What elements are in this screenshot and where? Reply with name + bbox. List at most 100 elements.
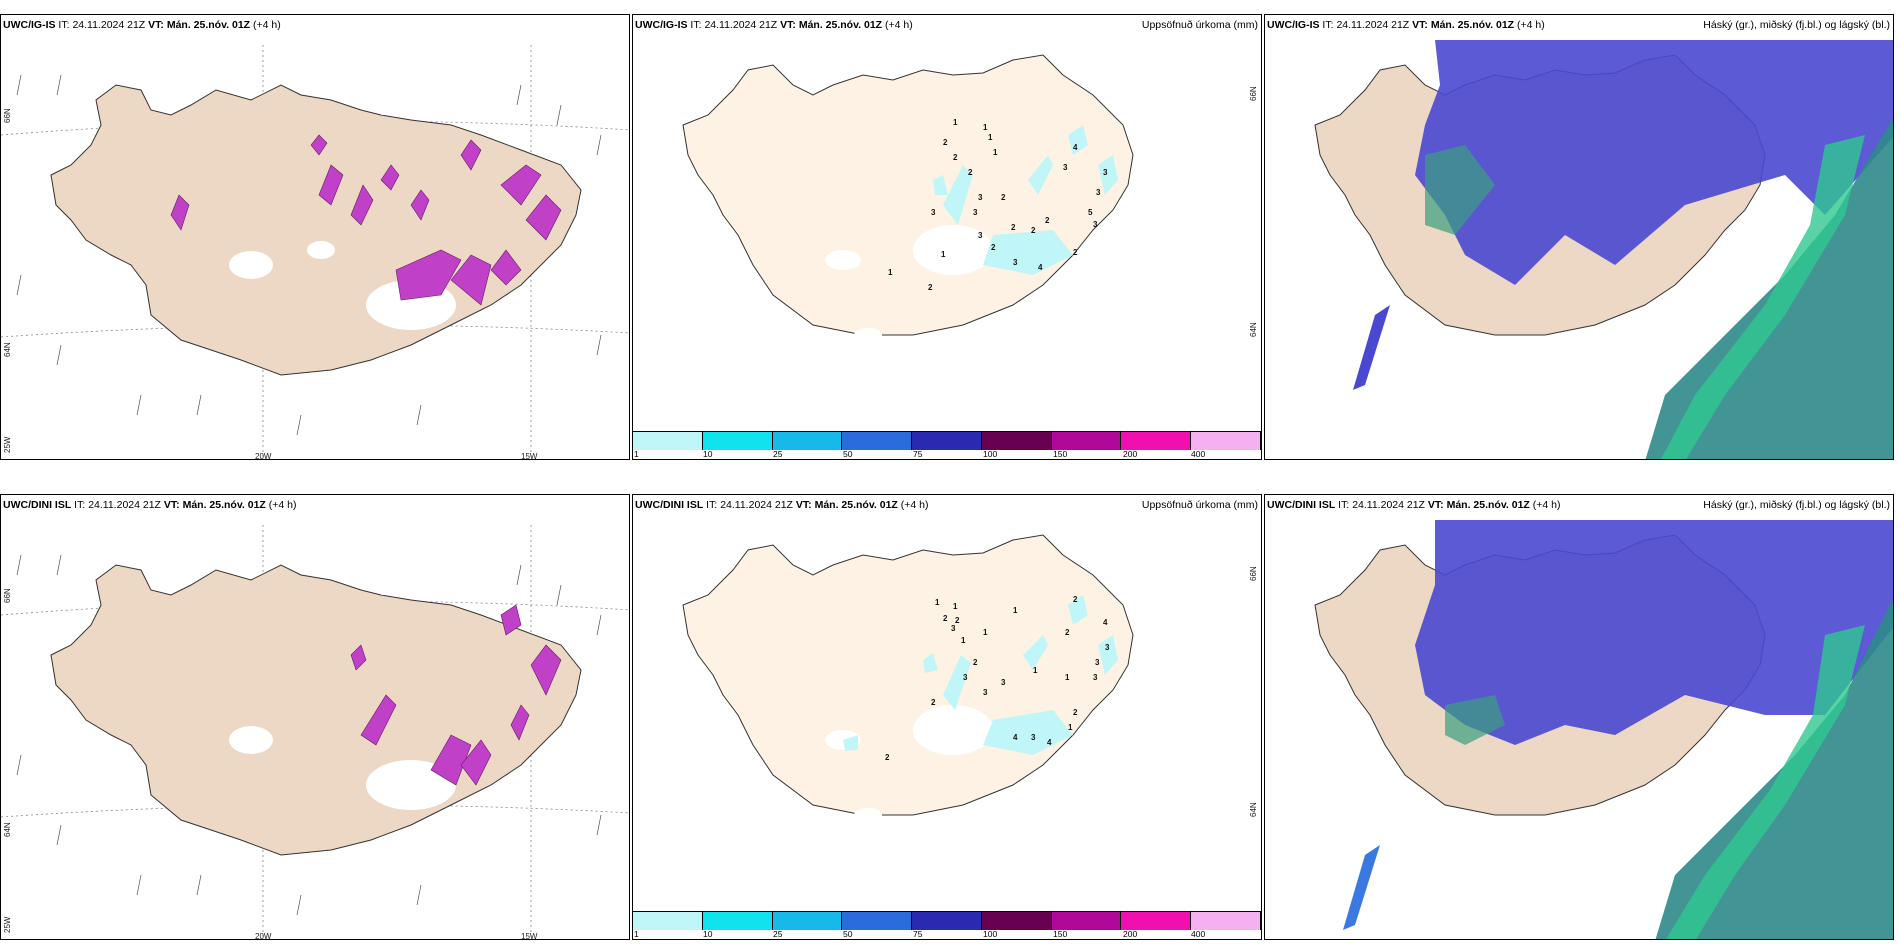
lon-label: 20W xyxy=(255,452,272,460)
colorbar-label: 10 xyxy=(703,929,713,939)
lat-label: 66N xyxy=(3,108,12,123)
colorbar-label: 10 xyxy=(703,449,713,459)
colorbar-swatch xyxy=(1191,432,1261,450)
colorbar-swatch xyxy=(702,912,773,930)
precip-value: 3 xyxy=(1001,678,1006,687)
precip-value: 3 xyxy=(1093,673,1098,682)
lat-label: 66N xyxy=(1249,566,1258,581)
precip-value: 3 xyxy=(931,208,936,217)
low-cloud-area xyxy=(1645,118,1893,459)
precip-value: 3 xyxy=(978,231,983,240)
panel-header: UWC/IG-IS IT: 24.11.2024 21Z VT: Mán. 25… xyxy=(3,19,281,31)
colorbar-label: 75 xyxy=(913,929,923,939)
wind-map-panel-1: UWC/IG-IS IT: 24.11.2024 21Z VT: Mán. 25… xyxy=(0,14,630,460)
precip-map-panel-2: UWC/DINI ISL IT: 24.11.2024 21Z VT: Mán.… xyxy=(632,494,1262,940)
precip-value: 2 xyxy=(885,753,890,762)
precip-value: 3 xyxy=(1031,733,1036,742)
panel-header: UWC/IG-IS IT: 24.11.2024 21Z VT: Mán. 25… xyxy=(635,19,913,31)
precip-value: 4 xyxy=(1013,733,1018,742)
wind-map-panel-2: UWC/DINI ISL IT: 24.11.2024 21Z VT: Mán.… xyxy=(0,494,630,940)
lat-label: 64N xyxy=(1249,802,1258,817)
precip-value: 3 xyxy=(1063,163,1068,172)
precip-value: 1 xyxy=(983,628,988,637)
colorbar-label: 200 xyxy=(1123,449,1138,459)
precip-value: 2 xyxy=(1045,216,1050,225)
precip-value: 1 xyxy=(961,636,966,645)
colorbar-swatch xyxy=(981,432,1052,450)
lon-label: 25W xyxy=(3,916,12,933)
precip-value: 4 xyxy=(1038,263,1043,272)
precip-value: 1 xyxy=(935,598,940,607)
precip-map: 1 2 2 2 1 1 1 3 3 2 2 2 4 3 3 3 5 3 2 2 … xyxy=(682,54,1134,342)
precip-value: 2 xyxy=(1073,595,1078,604)
field-title: Háský (gr.), miðský (fj.bl.) og lágský (… xyxy=(1703,499,1890,511)
iceland-land xyxy=(682,54,1134,336)
colorbar-label: 150 xyxy=(1053,929,1068,939)
lon-label: 15W xyxy=(521,932,538,940)
wind-map xyxy=(1,525,629,939)
iceland-land xyxy=(50,84,582,376)
field-title: Uppsöfnuð úrkoma (mm) xyxy=(1141,499,1258,511)
precip-value: 2 xyxy=(991,243,996,252)
colorbar-swatch xyxy=(1191,912,1261,930)
precip-numbers: 1 2 2 2 1 1 1 3 3 2 2 2 4 3 3 3 5 3 2 2 … xyxy=(888,118,1108,292)
colorbar-label: 100 xyxy=(983,929,998,939)
colorbar-swatch xyxy=(912,432,982,450)
lat-label: 64N xyxy=(1249,322,1258,337)
precip-areas xyxy=(933,125,1118,275)
precip-value: 4 xyxy=(1103,618,1108,627)
precip-value: 2 xyxy=(968,168,973,177)
panel-header: UWC/DINI ISL IT: 24.11.2024 21Z VT: Mán.… xyxy=(635,499,929,511)
precip-value: 1 xyxy=(1065,673,1070,682)
low-cloud-area xyxy=(1655,599,1893,939)
precip-value: 2 xyxy=(1065,628,1070,637)
precip-value: 1 xyxy=(1068,723,1073,732)
colorbar-swatch xyxy=(772,912,843,930)
colorbar-swatch xyxy=(1051,432,1122,450)
precip-streaks xyxy=(170,134,562,306)
panel-header: UWC/IG-IS IT: 24.11.2024 21Z VT: Mán. 25… xyxy=(1267,19,1545,31)
colorbar-label: 100 xyxy=(983,449,998,459)
high-cloud-streak xyxy=(1343,845,1380,930)
snow-patches xyxy=(825,705,993,822)
cloud-map-panel-2: UWC/DINI ISL IT: 24.11.2024 21Z VT: Mán.… xyxy=(1264,494,1894,940)
precip-numbers: 1 1 2 2 3 1 1 2 3 3 1 1 1 2 4 3 3 3 2 2 … xyxy=(885,595,1110,762)
precip-value: 3 xyxy=(973,208,978,217)
colorbar-label: 400 xyxy=(1191,929,1206,939)
colorbar-swatch xyxy=(912,912,982,930)
cloud-map xyxy=(1314,40,1893,459)
colorbar-swatch xyxy=(702,432,773,450)
precip-value: 3 xyxy=(1095,658,1100,667)
lon-label: 25W xyxy=(3,436,12,453)
wind-map xyxy=(1,45,629,459)
colorbar-label: 50 xyxy=(843,449,853,459)
precip-value: 2 xyxy=(1031,226,1036,235)
panel-header: UWC/DINI ISL IT: 24.11.2024 21Z VT: Mán.… xyxy=(3,499,297,511)
precip-areas xyxy=(843,595,1118,755)
precip-value: 3 xyxy=(1096,188,1101,197)
colorbar-swatch xyxy=(772,432,843,450)
snow-patches xyxy=(229,726,456,873)
precip-value: 2 xyxy=(1073,708,1078,717)
precip-value: 1 xyxy=(1033,666,1038,675)
lon-label: 20W xyxy=(255,932,272,940)
cloud-map xyxy=(1314,520,1893,939)
precip-value: 1 xyxy=(983,123,988,132)
mid-cloud-band xyxy=(1661,135,1865,459)
precip-value: 2 xyxy=(943,138,948,147)
cloud-map-panel-1: UWC/IG-IS IT: 24.11.2024 21Z VT: Mán. 25… xyxy=(1264,14,1894,460)
colorbar-label: 200 xyxy=(1123,929,1138,939)
mid-cloud-patch xyxy=(1425,145,1495,235)
precip-value: 4 xyxy=(1047,738,1052,747)
precip-value: 1 xyxy=(941,250,946,259)
precip-value: 2 xyxy=(928,283,933,292)
precip-value: 2 xyxy=(973,658,978,667)
colorbar-swatch xyxy=(981,912,1052,930)
colorbar-label: 75 xyxy=(913,449,923,459)
wind-barbs xyxy=(16,74,602,436)
colorbar-swatch xyxy=(842,912,913,930)
precip-value: 2 xyxy=(1011,223,1016,232)
precip-value: 2 xyxy=(1073,248,1078,257)
high-cloud-area xyxy=(1415,520,1893,745)
colorbar-label: 25 xyxy=(773,929,783,939)
